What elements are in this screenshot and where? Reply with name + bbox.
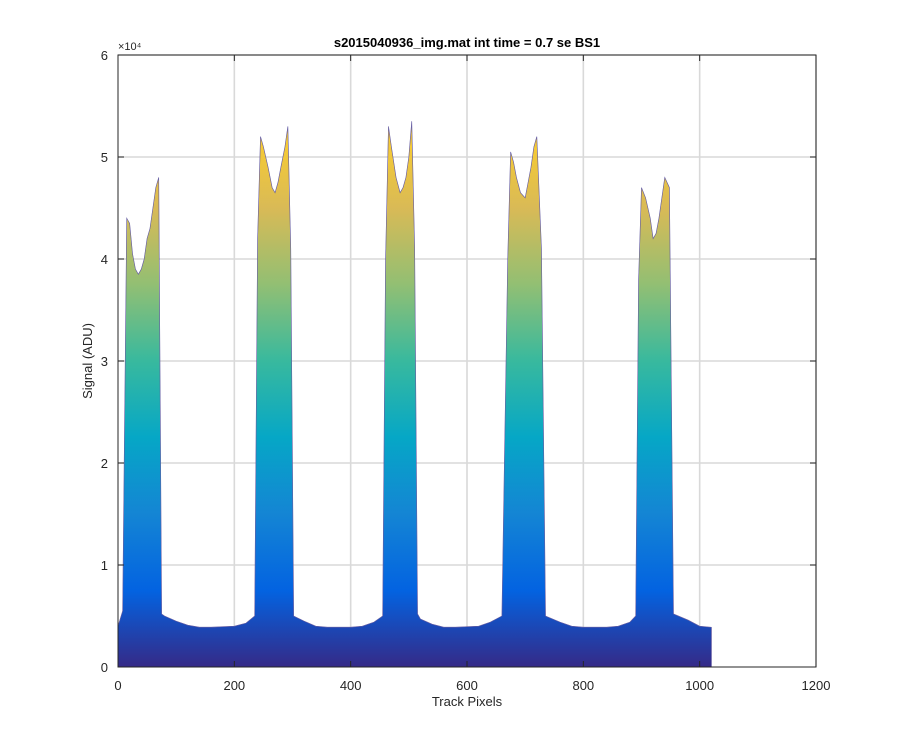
x-tick-label: 200 xyxy=(223,678,245,693)
signal-edge xyxy=(117,121,712,628)
y-tick-label: 4 xyxy=(101,252,108,267)
area-layer xyxy=(117,121,712,668)
y-tick-label: 0 xyxy=(101,660,108,675)
y-tick-label: 1 xyxy=(101,558,108,573)
y-tick-label: 6 xyxy=(101,48,108,63)
y-tick-label: 3 xyxy=(101,354,108,369)
y-axis-label: Signal (ADU) xyxy=(80,323,95,399)
y-tick-label: 2 xyxy=(101,456,108,471)
signal-area xyxy=(117,121,712,668)
y-exponent-label: ×10⁴ xyxy=(118,41,142,53)
grid-layer xyxy=(118,54,817,667)
y-tick-label: 5 xyxy=(101,150,108,165)
x-tick-label: 400 xyxy=(340,678,362,693)
x-tick-label: 0 xyxy=(114,678,121,693)
x-tick-label: 800 xyxy=(572,678,594,693)
x-tick-label: 1200 xyxy=(802,678,831,693)
tick-layer: 0 200 400 600 800 1000 1200 0 1 2 3 4 5 6 xyxy=(101,48,831,693)
chart-title: s2015040936_img.mat int time = 0.7 se BS… xyxy=(334,35,600,50)
x-tick-label: 1000 xyxy=(685,678,714,693)
x-tick-label: 600 xyxy=(456,678,478,693)
x-axis-label: Track Pixels xyxy=(432,694,503,709)
